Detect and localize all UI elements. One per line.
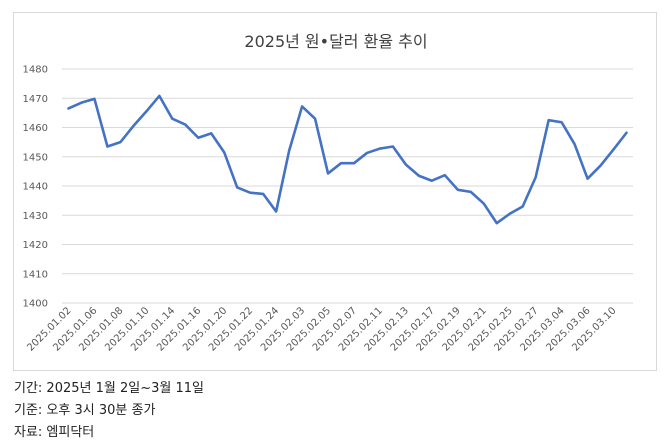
y-tick-label: 1420 — [23, 240, 48, 251]
chart-notes: 기간: 2025년 1월 2일~3월 11일 기준: 오후 3시 30분 종가 … — [14, 378, 204, 444]
chart-title: 2025년 원•달러 환율 추이 — [244, 32, 427, 51]
y-tick-label: 1440 — [23, 182, 48, 193]
y-axis-tick-labels: 1400 1410 1420 1430 1440 1450 1460 1470 1480 — [23, 65, 48, 310]
y-tick-label: 1460 — [23, 123, 48, 134]
y-tick-label: 1430 — [23, 211, 48, 222]
grid-lines — [62, 69, 633, 303]
note-period: 기간: 2025년 1월 2일~3월 11일 — [14, 378, 204, 400]
exchange-rate-line-chart: 2025년 원•달러 환율 추이 1400 1410 1420 1430 1440 145… — [14, 13, 658, 372]
series-group — [68, 96, 626, 223]
chart-frame: 2025년 원•달러 환율 추이 1400 1410 1420 1430 1440 145… — [13, 12, 657, 371]
y-tick-label: 1400 — [23, 299, 48, 310]
y-tick-label: 1480 — [23, 65, 48, 76]
y-tick-label: 1450 — [23, 152, 48, 163]
series-line-0 — [68, 96, 626, 223]
y-tick-label: 1470 — [23, 94, 48, 105]
note-source: 자료: 엠피닥터 — [14, 422, 204, 444]
y-tick-label: 1410 — [23, 269, 48, 280]
note-basis: 기준: 오후 3시 30분 종가 — [14, 400, 204, 422]
x-axis-tick-labels: 2025.01.022025.01.062025.01.082025.01.10… — [25, 305, 618, 353]
